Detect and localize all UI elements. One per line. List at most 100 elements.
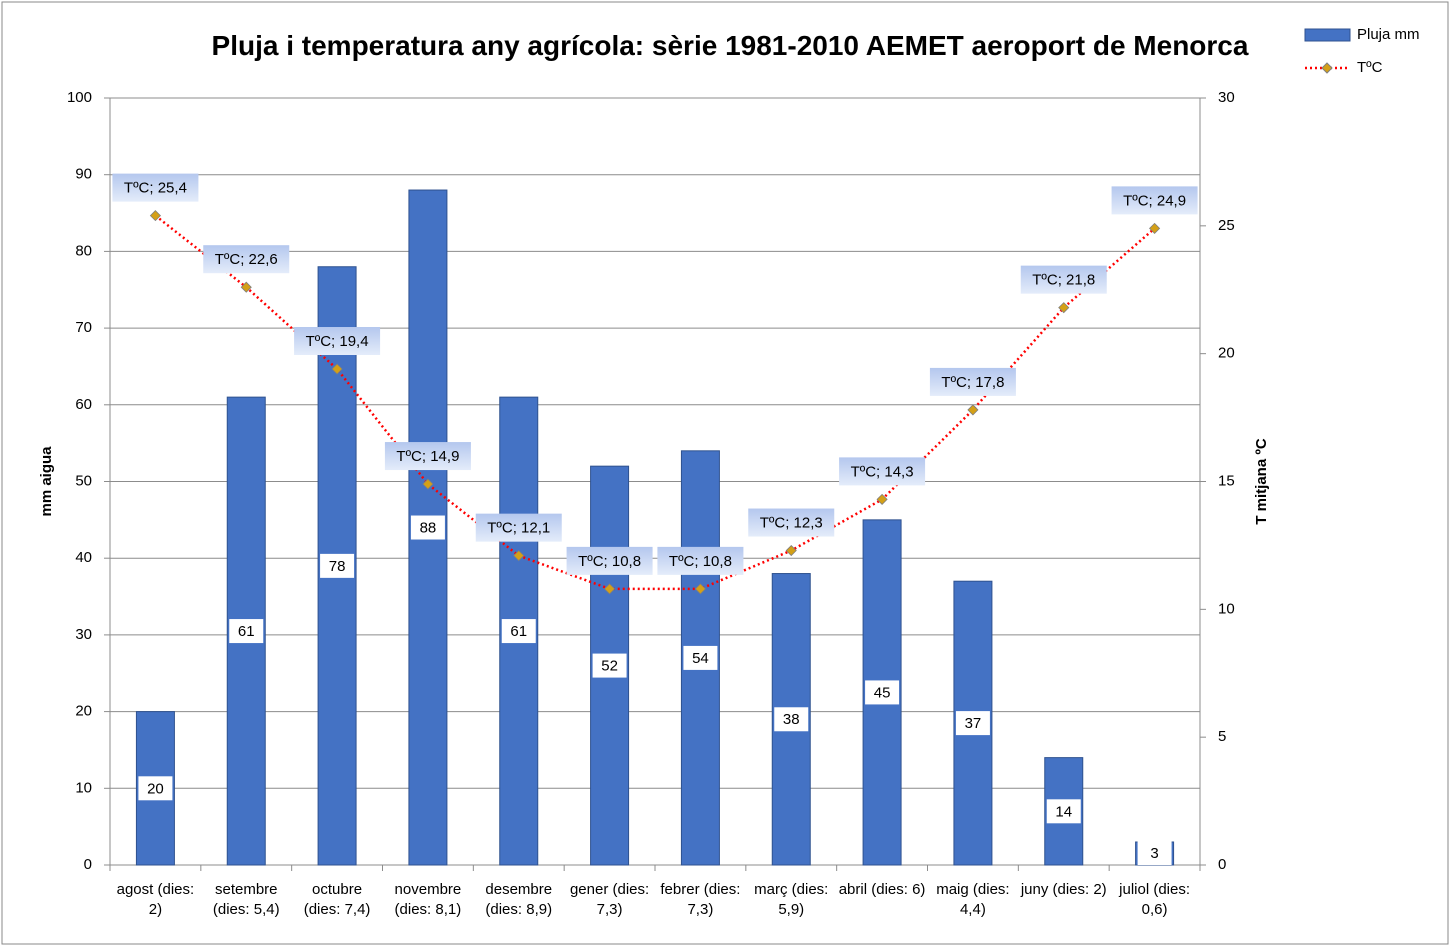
point-label-box xyxy=(839,457,926,486)
x-tick-label: octubre (dies: 7,4) xyxy=(303,881,371,918)
bar-label: 37 xyxy=(965,715,982,732)
y2-axis-label: T mitjana ºC xyxy=(1253,438,1270,524)
marker xyxy=(785,544,797,557)
y-tick-label: 90 xyxy=(75,166,92,183)
marker xyxy=(149,210,161,222)
y-tick-label: 80 xyxy=(75,242,92,259)
marker xyxy=(1058,302,1070,314)
bar-label: 38 xyxy=(783,711,800,728)
marker xyxy=(967,404,979,416)
point-label-box xyxy=(112,173,199,202)
bar-label: 20 xyxy=(147,780,164,797)
x-tick-label: setembre (dies: 5,4) xyxy=(212,881,280,918)
bar-label-box xyxy=(683,645,718,670)
point-label: TºC; 24,9 xyxy=(1123,192,1186,209)
marker xyxy=(331,363,343,375)
y-tick-label: 10 xyxy=(75,779,92,796)
point-label-box xyxy=(748,508,835,537)
legend-swatch xyxy=(1304,28,1351,42)
y2-tick-label: 20 xyxy=(1218,345,1235,362)
marker xyxy=(513,550,525,562)
point-label-box xyxy=(1111,186,1198,215)
point-label-box xyxy=(384,442,471,471)
bar-label: 3 xyxy=(1150,845,1158,862)
x-tick-label: desembre (dies: 8,9) xyxy=(485,881,553,918)
x-tick-label: abril (dies: 6) xyxy=(838,881,926,898)
y-tick-label: 60 xyxy=(75,396,92,413)
y-tick-label: 70 xyxy=(75,319,92,336)
bar-label: 88 xyxy=(420,519,437,536)
y-tick-label: 40 xyxy=(75,549,92,566)
temperature-line xyxy=(154,214,1156,591)
bar-label-box xyxy=(229,619,264,644)
bar-label-box xyxy=(1137,841,1172,865)
x-tick-label: maig (dies: 4,4) xyxy=(936,881,1010,918)
point-label: TºC; 17,8 xyxy=(941,374,1004,391)
chart-title: Pluja i temperatura any agrícola: sèrie … xyxy=(211,30,1249,61)
bar-label: 61 xyxy=(510,623,527,640)
y-tick-label: 30 xyxy=(75,626,92,643)
y2-tick-label: 15 xyxy=(1218,472,1235,489)
y-tick-label: 20 xyxy=(75,703,92,720)
y2-tick-label: 25 xyxy=(1218,217,1235,234)
marker xyxy=(604,583,616,595)
point-label-box xyxy=(1020,265,1107,294)
point-label-box xyxy=(929,367,1016,396)
x-tick-label: agost (dies: 2) xyxy=(116,881,195,918)
bar-label-box xyxy=(320,553,355,578)
y-tick-label: 100 xyxy=(67,89,92,106)
y-tick-label: 0 xyxy=(84,856,92,873)
marker xyxy=(240,281,252,293)
y2-tick-label: 30 xyxy=(1218,89,1235,106)
point-label-box xyxy=(294,327,381,356)
y-tick-label: 50 xyxy=(75,472,92,489)
bar-label-box xyxy=(955,711,990,736)
point-label: TºC; 25,4 xyxy=(124,180,187,197)
legend-label: Pluja mm xyxy=(1357,26,1420,43)
point-label-box xyxy=(657,546,744,575)
point-label-box xyxy=(566,546,653,575)
point-label: TºC; 14,3 xyxy=(851,463,914,480)
point-label: TºC; 12,3 xyxy=(760,514,823,531)
x-tick-label: novembre (dies: 8,1) xyxy=(394,881,462,918)
x-tick-label: febrer (dies: 7,3) xyxy=(660,881,741,918)
bar-label: 52 xyxy=(601,658,618,675)
marker xyxy=(1149,222,1161,234)
marker xyxy=(422,478,434,490)
x-tick-label: març (dies: 5,9) xyxy=(754,881,829,918)
x-tick-label: gener (dies: 7,3) xyxy=(569,881,650,918)
y2-tick-label: 5 xyxy=(1218,728,1226,745)
y-axis-label: mm aigua xyxy=(38,446,55,517)
bar-label-box xyxy=(410,515,445,540)
bar-label: 61 xyxy=(238,623,255,640)
y2-tick-label: 10 xyxy=(1218,600,1235,617)
bar-label: 14 xyxy=(1055,803,1072,820)
marker xyxy=(876,493,888,505)
point-label: TºC; 12,1 xyxy=(487,520,550,537)
bar-label-box xyxy=(501,619,536,644)
bar-label: 54 xyxy=(692,650,709,667)
x-tick-label: juliol (dies: 0,6) xyxy=(1119,881,1191,918)
point-label-box xyxy=(203,245,290,274)
legend-marker xyxy=(1321,62,1333,74)
x-tick-label: juny (dies: 2) xyxy=(1020,881,1107,898)
bar-label: 45 xyxy=(874,684,891,701)
bar-label-box xyxy=(138,776,173,801)
bar-label: 78 xyxy=(329,558,346,575)
bar-label-box xyxy=(774,707,809,732)
bar-label-box xyxy=(592,653,627,678)
point-label: TºC; 10,8 xyxy=(669,553,732,570)
y2-tick-label: 0 xyxy=(1218,856,1226,873)
point-label: TºC; 14,9 xyxy=(396,448,459,465)
bar-label-box xyxy=(865,680,900,705)
bar-label-box xyxy=(1046,799,1081,824)
point-label: TºC; 22,6 xyxy=(215,251,278,268)
point-label: TºC; 19,4 xyxy=(306,333,369,350)
legend-label: TºC xyxy=(1357,59,1383,76)
marker xyxy=(694,583,706,595)
point-label: TºC; 10,8 xyxy=(578,553,641,570)
point-label: TºC; 21,8 xyxy=(1032,272,1095,289)
